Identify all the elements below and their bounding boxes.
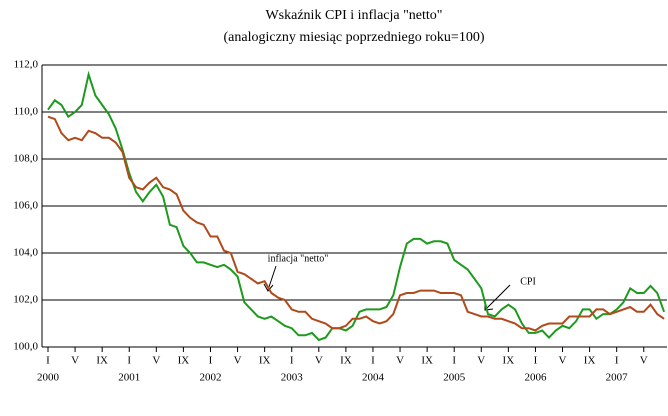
x-tick-label: IX bbox=[340, 355, 352, 367]
y-tick-label: 102,0 bbox=[13, 294, 38, 306]
chart-subtitle: (analogiczny miesiąc poprzedniego roku=1… bbox=[224, 30, 485, 45]
x-tick-label: V bbox=[477, 355, 485, 367]
year-label: 2004 bbox=[362, 372, 385, 384]
x-tick-label: V bbox=[71, 355, 79, 367]
year-label: 2003 bbox=[281, 372, 304, 384]
x-tick-label: I bbox=[452, 355, 456, 367]
x-tick-label: I bbox=[615, 355, 619, 367]
x-tick-label: I bbox=[290, 355, 294, 367]
x-tick-label: IX bbox=[178, 355, 190, 367]
chart-title: Wskaźnik CPI i inflacja "netto" bbox=[265, 8, 442, 23]
year-label: 2006 bbox=[524, 372, 547, 384]
x-tick-label: I bbox=[371, 355, 375, 367]
x-tick-label: V bbox=[640, 355, 648, 367]
arrow-head bbox=[263, 283, 274, 292]
series-line bbox=[47, 115, 665, 332]
year-label: 2002 bbox=[199, 372, 221, 384]
x-tick-label: IX bbox=[259, 355, 271, 367]
annotation-arrows bbox=[263, 265, 511, 311]
annotation: CPI bbox=[520, 276, 536, 287]
x-tick-label: V bbox=[152, 355, 160, 367]
year-label: 2000 bbox=[37, 372, 60, 384]
arrow bbox=[485, 284, 511, 310]
x-tick-label: I bbox=[534, 355, 538, 367]
x-tick-label: I bbox=[46, 355, 50, 367]
x-tick-label: V bbox=[559, 355, 567, 367]
year-label: 2007 bbox=[606, 372, 629, 384]
x-tick-label: IX bbox=[421, 355, 433, 367]
x-tick-label: IX bbox=[584, 355, 596, 367]
y-tick-label: 108,0 bbox=[13, 153, 38, 165]
x-tick-label: I bbox=[209, 355, 213, 367]
year-label: 2001 bbox=[118, 372, 140, 384]
x-tick-label: IX bbox=[503, 355, 515, 367]
y-tick-label: 104,0 bbox=[13, 247, 38, 259]
y-tick-label: 100,0 bbox=[13, 341, 38, 353]
year-label: 2005 bbox=[443, 372, 466, 384]
x-tick-label: V bbox=[396, 355, 404, 367]
x-tick-label: V bbox=[315, 355, 323, 367]
y-tick-label: 106,0 bbox=[13, 200, 38, 212]
annotation: inflacja "netto" bbox=[268, 253, 329, 264]
x-tick-label: I bbox=[127, 355, 131, 367]
x-tick-label: IX bbox=[96, 355, 108, 367]
x-tick-label: V bbox=[234, 355, 242, 367]
y-tick-label: 112,0 bbox=[14, 59, 39, 71]
y-tick-label: 110,0 bbox=[14, 106, 39, 118]
arrow bbox=[267, 265, 277, 291]
